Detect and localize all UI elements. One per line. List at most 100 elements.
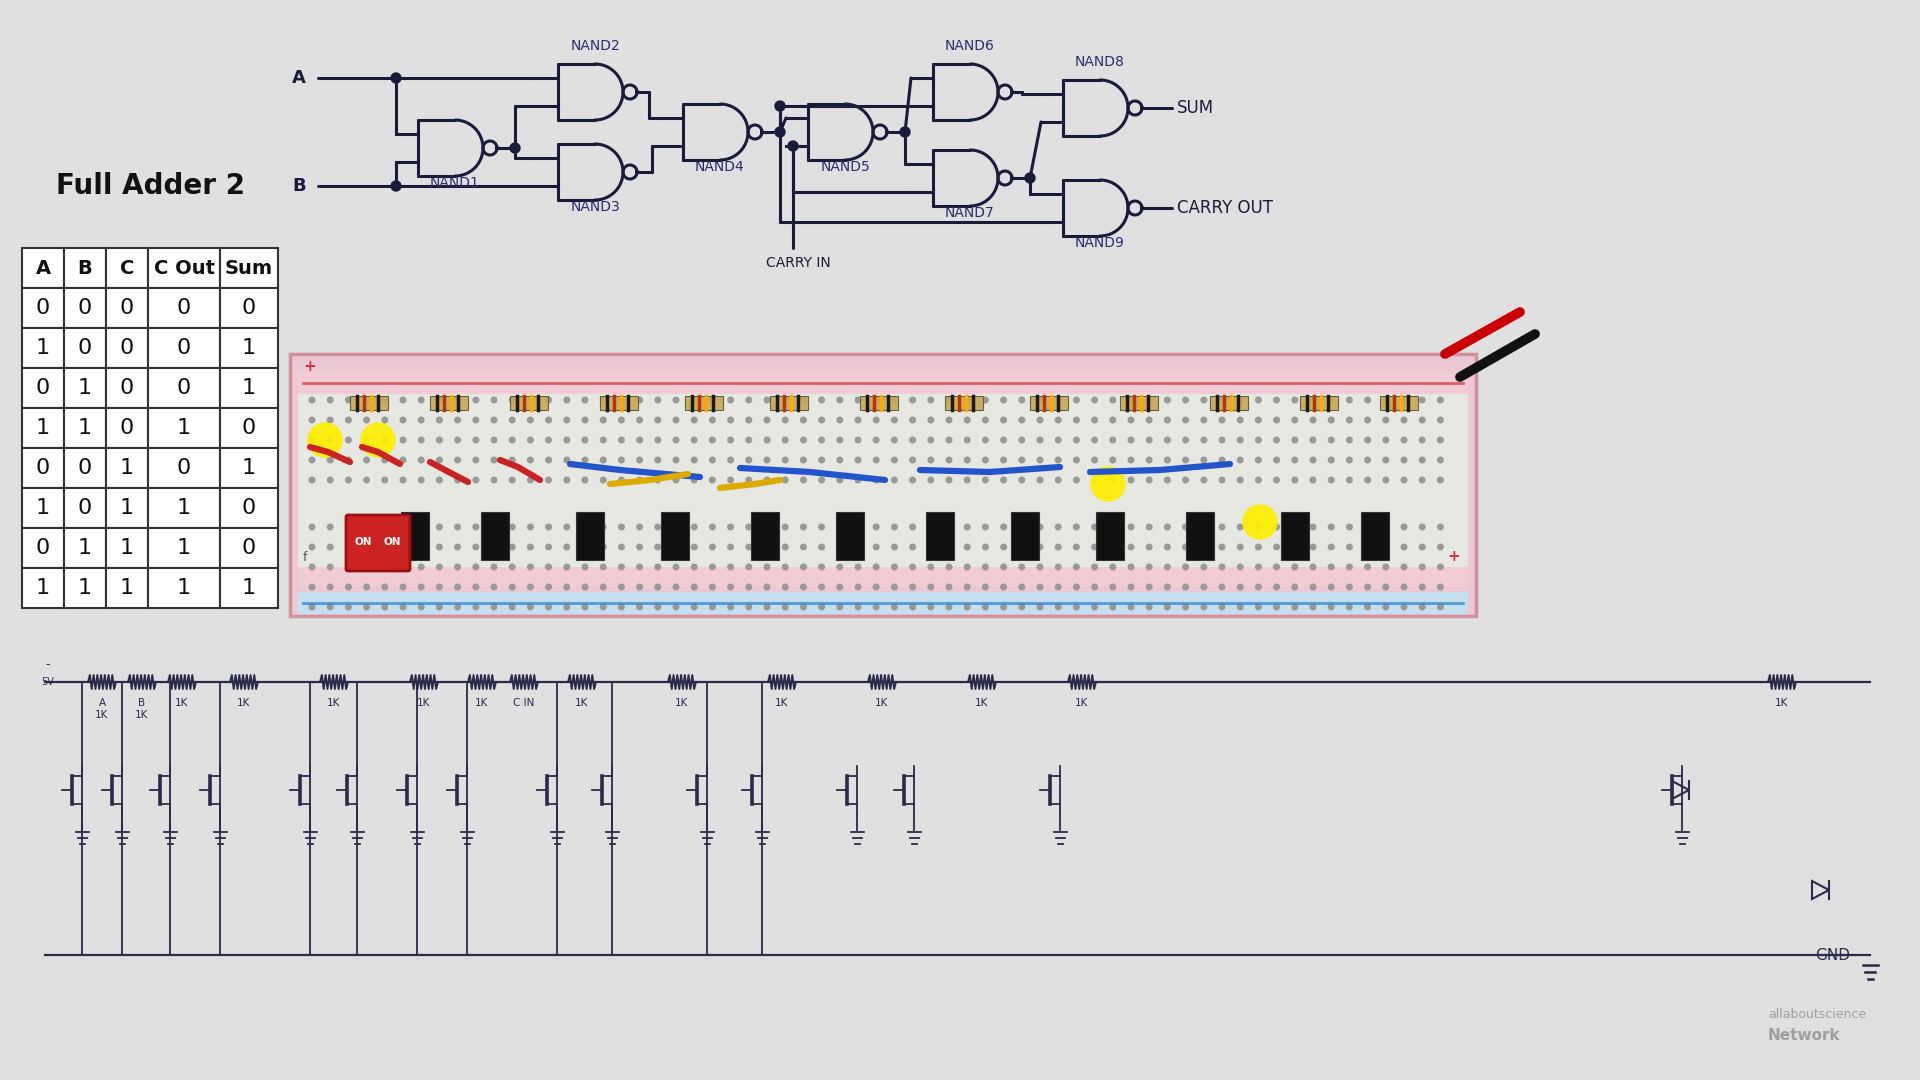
Bar: [148, 288, 221, 328]
Circle shape: [545, 477, 551, 483]
Text: 1: 1: [36, 418, 50, 438]
Circle shape: [747, 524, 751, 530]
Text: -: -: [46, 659, 50, 672]
Circle shape: [947, 544, 952, 550]
Circle shape: [874, 564, 879, 570]
Circle shape: [1056, 544, 1062, 550]
Circle shape: [1056, 584, 1062, 590]
Circle shape: [363, 397, 369, 403]
Circle shape: [1292, 584, 1298, 590]
Circle shape: [691, 564, 697, 570]
Circle shape: [1183, 524, 1188, 530]
Bar: [106, 328, 148, 368]
Circle shape: [618, 564, 624, 570]
Circle shape: [1292, 417, 1298, 422]
Circle shape: [492, 604, 497, 610]
Circle shape: [618, 604, 624, 610]
Bar: [63, 568, 106, 608]
Circle shape: [528, 397, 534, 403]
Circle shape: [1037, 584, 1043, 590]
Circle shape: [1000, 604, 1006, 610]
Circle shape: [1056, 417, 1062, 422]
Circle shape: [346, 584, 351, 590]
Circle shape: [764, 397, 770, 403]
Text: 0: 0: [242, 498, 255, 518]
Circle shape: [1129, 437, 1135, 443]
Circle shape: [747, 584, 751, 590]
Circle shape: [818, 437, 824, 443]
Bar: [221, 248, 278, 288]
Polygon shape: [776, 127, 785, 137]
Circle shape: [964, 604, 970, 610]
Circle shape: [710, 397, 714, 403]
Circle shape: [436, 584, 442, 590]
Circle shape: [1073, 604, 1079, 610]
Text: NAND9: NAND9: [1075, 237, 1125, 249]
Circle shape: [1438, 477, 1444, 483]
Circle shape: [1037, 524, 1043, 530]
Circle shape: [1020, 477, 1025, 483]
Bar: [221, 488, 278, 528]
Bar: [751, 512, 780, 561]
Circle shape: [1000, 564, 1006, 570]
Circle shape: [964, 457, 970, 463]
Circle shape: [1438, 584, 1444, 590]
Circle shape: [363, 544, 369, 550]
Circle shape: [1242, 505, 1277, 539]
Circle shape: [1056, 397, 1062, 403]
Circle shape: [1329, 437, 1334, 443]
Circle shape: [801, 417, 806, 422]
Circle shape: [1146, 397, 1152, 403]
Text: 0: 0: [36, 298, 50, 318]
Circle shape: [436, 397, 442, 403]
Text: 1: 1: [177, 538, 192, 558]
Circle shape: [382, 437, 388, 443]
Circle shape: [1402, 437, 1407, 443]
Circle shape: [1382, 457, 1388, 463]
Circle shape: [1329, 604, 1334, 610]
Circle shape: [747, 417, 751, 422]
Circle shape: [436, 544, 442, 550]
Circle shape: [1020, 437, 1025, 443]
Circle shape: [419, 524, 424, 530]
Circle shape: [983, 524, 989, 530]
Circle shape: [1129, 477, 1135, 483]
Circle shape: [1402, 564, 1407, 570]
Circle shape: [1092, 564, 1098, 570]
Circle shape: [492, 477, 497, 483]
Circle shape: [910, 544, 916, 550]
Polygon shape: [900, 127, 910, 137]
Circle shape: [419, 397, 424, 403]
Text: 1K: 1K: [776, 698, 789, 708]
Circle shape: [472, 437, 478, 443]
Circle shape: [764, 584, 770, 590]
Bar: [148, 248, 221, 288]
Text: ON: ON: [384, 537, 401, 546]
Bar: [63, 408, 106, 448]
Circle shape: [854, 477, 860, 483]
Circle shape: [1346, 477, 1352, 483]
Bar: [148, 368, 221, 408]
Circle shape: [1129, 457, 1135, 463]
Circle shape: [1146, 457, 1152, 463]
Circle shape: [618, 584, 624, 590]
Bar: [63, 248, 106, 288]
Text: NAND8: NAND8: [1075, 55, 1125, 69]
Text: NAND3: NAND3: [570, 200, 620, 214]
Text: 1: 1: [119, 578, 134, 598]
Circle shape: [764, 564, 770, 570]
Circle shape: [1073, 417, 1079, 422]
Circle shape: [1438, 417, 1444, 422]
Circle shape: [472, 584, 478, 590]
Circle shape: [637, 477, 643, 483]
Circle shape: [710, 584, 714, 590]
Bar: [298, 372, 1469, 588]
Circle shape: [1236, 524, 1242, 530]
Circle shape: [891, 604, 897, 610]
Circle shape: [346, 524, 351, 530]
Circle shape: [1020, 524, 1025, 530]
Circle shape: [492, 584, 497, 590]
Circle shape: [1092, 477, 1098, 483]
Circle shape: [1256, 604, 1261, 610]
Text: f: f: [303, 551, 307, 564]
